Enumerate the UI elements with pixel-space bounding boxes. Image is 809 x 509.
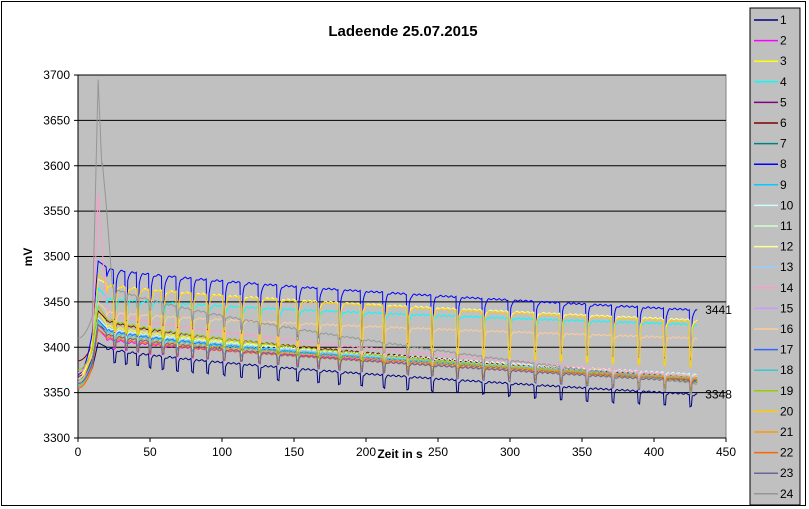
- legend-label-10: 10: [780, 198, 794, 212]
- x-tick-label: 50: [143, 445, 157, 459]
- y-tick-label: 3650: [43, 113, 70, 127]
- y-tick-label: 3600: [43, 159, 70, 173]
- series-group: [77, 79, 698, 408]
- x-tick-label: 400: [644, 445, 664, 459]
- series-line-8: [77, 259, 698, 375]
- series-line-16: [77, 300, 698, 380]
- x-axis-label: Zeit in s: [377, 447, 423, 461]
- data-label: 3348: [705, 387, 732, 401]
- legend-label-8: 8: [780, 157, 787, 171]
- legend-label-6: 6: [780, 116, 787, 130]
- legend-label-3: 3: [780, 54, 787, 68]
- data-label: 3441: [705, 303, 732, 317]
- legend-label-16: 16: [780, 322, 794, 336]
- legend-box: [749, 7, 801, 506]
- legend-label-7: 7: [780, 137, 787, 151]
- series-line-23: [77, 323, 698, 394]
- legend-label-20: 20: [780, 404, 794, 418]
- legend-label-23: 23: [780, 466, 794, 480]
- series-line-1: [78, 341, 698, 408]
- chart-title: Ladeende 25.07.2015: [328, 23, 477, 40]
- y-tick-label: 3300: [43, 431, 70, 445]
- y-tick-label: 3350: [43, 386, 70, 400]
- legend-label-19: 19: [780, 384, 794, 398]
- y-tick-label: 3550: [43, 204, 70, 218]
- legend-label-21: 21: [780, 425, 794, 439]
- legend-label-13: 13: [780, 260, 794, 274]
- legend-label-18: 18: [780, 363, 794, 377]
- x-tick-label: 0: [75, 445, 82, 459]
- series-line-22: [77, 328, 698, 391]
- legend-label-5: 5: [780, 95, 787, 109]
- x-tick-label: 100: [212, 445, 232, 459]
- y-tick-label: 3400: [43, 340, 70, 354]
- legend-label-22: 22: [780, 446, 794, 460]
- x-tick-label: 150: [284, 445, 304, 459]
- legend-label-1: 1: [780, 13, 787, 27]
- legend-label-24: 24: [780, 487, 794, 501]
- series-line-4: [78, 287, 698, 383]
- x-tick-label: 250: [428, 445, 448, 459]
- legend-label-15: 15: [780, 301, 794, 315]
- legend-label-17: 17: [780, 343, 794, 357]
- legend-label-11: 11: [780, 219, 793, 233]
- x-tick-label: 350: [572, 445, 592, 459]
- y-tick-label: 3500: [43, 250, 70, 264]
- y-tick-label: 3450: [43, 295, 70, 309]
- legend-label-14: 14: [780, 281, 794, 295]
- x-tick-label: 200: [356, 445, 376, 459]
- legend-label-12: 12: [780, 240, 794, 254]
- legend-label-2: 2: [780, 34, 787, 48]
- series-line-24: [77, 79, 698, 395]
- legend-label-4: 4: [780, 75, 787, 89]
- series-line-20: [77, 273, 698, 385]
- x-tick-label: 300: [500, 445, 520, 459]
- x-tick-label: 450: [716, 445, 736, 459]
- legend-label-9: 9: [780, 178, 787, 192]
- series-line-14: [77, 192, 698, 386]
- y-tick-label: 3700: [43, 68, 70, 82]
- y-axis-label: mV: [21, 248, 35, 267]
